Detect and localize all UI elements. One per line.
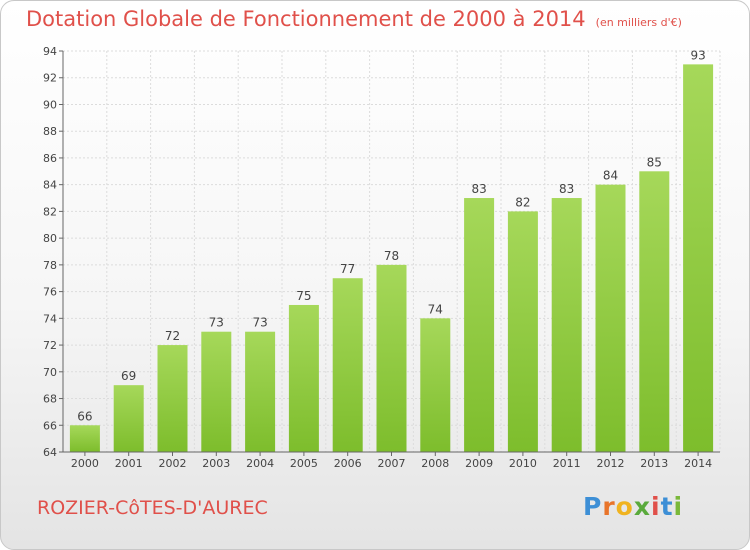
bar-2008 xyxy=(420,318,451,452)
bar-value-label: 69 xyxy=(121,369,136,383)
x-tick-label: 2001 xyxy=(115,457,143,470)
bar-value-label: 78 xyxy=(384,249,399,263)
y-tick-label: 70 xyxy=(43,366,57,379)
bar-2013 xyxy=(639,171,670,453)
bar-value-label: 84 xyxy=(603,169,618,183)
y-tick-label: 94 xyxy=(43,45,57,58)
bar-value-label: 72 xyxy=(165,329,180,343)
bar-2003 xyxy=(201,331,232,452)
x-tick-label: 2013 xyxy=(640,457,668,470)
y-tick-label: 72 xyxy=(43,339,57,352)
logo-letter: P xyxy=(583,492,603,521)
x-tick-label: 2014 xyxy=(684,457,712,470)
bar-2004 xyxy=(245,331,276,452)
logo-letter: i xyxy=(651,492,661,521)
bar-2011 xyxy=(551,198,582,452)
bar-value-label: 66 xyxy=(77,409,92,423)
y-tick-label: 64 xyxy=(43,446,57,459)
bar-value-label: 73 xyxy=(252,316,267,330)
bar-2006 xyxy=(332,278,363,452)
y-tick-label: 88 xyxy=(43,125,57,138)
axes-group: 64 66 68 70 72 74 76 78 80 82 84 86 88 90 92 94 2000 2001… xyxy=(43,45,720,470)
y-tick-label: 84 xyxy=(43,179,57,192)
commune-name: ROZIER-CôTES-D'AUREC xyxy=(37,497,268,519)
chart-title: Dotation Globale de Fonctionnement de 20… xyxy=(26,7,682,31)
logo-letter: i xyxy=(673,492,684,521)
proxiti-logo: Proxiti xyxy=(583,492,683,521)
bar-value-label: 83 xyxy=(471,182,486,196)
x-tick-label: 2012 xyxy=(597,457,625,470)
x-tick-label: 2007 xyxy=(378,457,406,470)
bar-2005 xyxy=(288,304,319,452)
value-labels-group: 66 69 72 73 73 75 77 78 74 83 82 83 84 85 93 xyxy=(77,48,705,423)
y-tick-label: 90 xyxy=(43,98,57,111)
bar-2001 xyxy=(113,385,144,452)
bar-2009 xyxy=(464,198,495,452)
bar-2002 xyxy=(157,345,188,452)
y-tick-label: 80 xyxy=(43,232,57,245)
x-tick-label: 2009 xyxy=(465,457,493,470)
bar-value-label: 75 xyxy=(296,289,311,303)
bar-value-label: 82 xyxy=(515,195,530,209)
bar-value-label: 83 xyxy=(559,182,574,196)
bar-value-label: 77 xyxy=(340,262,355,276)
bar-2000 xyxy=(69,425,100,452)
x-tick-label: 2010 xyxy=(509,457,537,470)
bar-value-label: 74 xyxy=(428,302,443,316)
bar-2012 xyxy=(595,184,626,452)
x-tick-label: 2002 xyxy=(159,457,187,470)
x-tick-label: 2008 xyxy=(421,457,449,470)
y-tick-label: 68 xyxy=(43,393,57,406)
y-tick-label: 78 xyxy=(43,259,57,272)
x-tick-label: 2006 xyxy=(334,457,362,470)
logo-letter: o xyxy=(615,492,634,521)
bar-2010 xyxy=(507,211,538,452)
title-text: Dotation Globale de Fonctionnement de 20… xyxy=(26,7,586,31)
bar-2007 xyxy=(376,264,407,452)
y-tick-label: 74 xyxy=(43,312,57,325)
y-tick-label: 86 xyxy=(43,152,57,165)
bar-value-label: 73 xyxy=(209,316,224,330)
bar-value-label: 85 xyxy=(647,155,662,169)
x-tick-label: 2000 xyxy=(71,457,99,470)
y-tick-label: 82 xyxy=(43,205,57,218)
bar-value-label: 93 xyxy=(690,48,705,62)
x-tick-label: 2005 xyxy=(290,457,318,470)
y-tick-label: 92 xyxy=(43,72,57,85)
bar-2014 xyxy=(683,64,714,452)
y-tick-label: 76 xyxy=(43,286,57,299)
bars-group xyxy=(69,64,714,453)
x-tick-label: 2003 xyxy=(202,457,230,470)
logo-letter: x xyxy=(633,492,651,521)
y-tick-label: 66 xyxy=(43,419,57,432)
logo-letter: r xyxy=(602,492,616,521)
logo-letter: t xyxy=(660,492,674,521)
x-tick-label: 2011 xyxy=(553,457,581,470)
unit-text: (en milliers d'€) xyxy=(595,16,682,29)
x-tick-label: 2004 xyxy=(246,457,274,470)
